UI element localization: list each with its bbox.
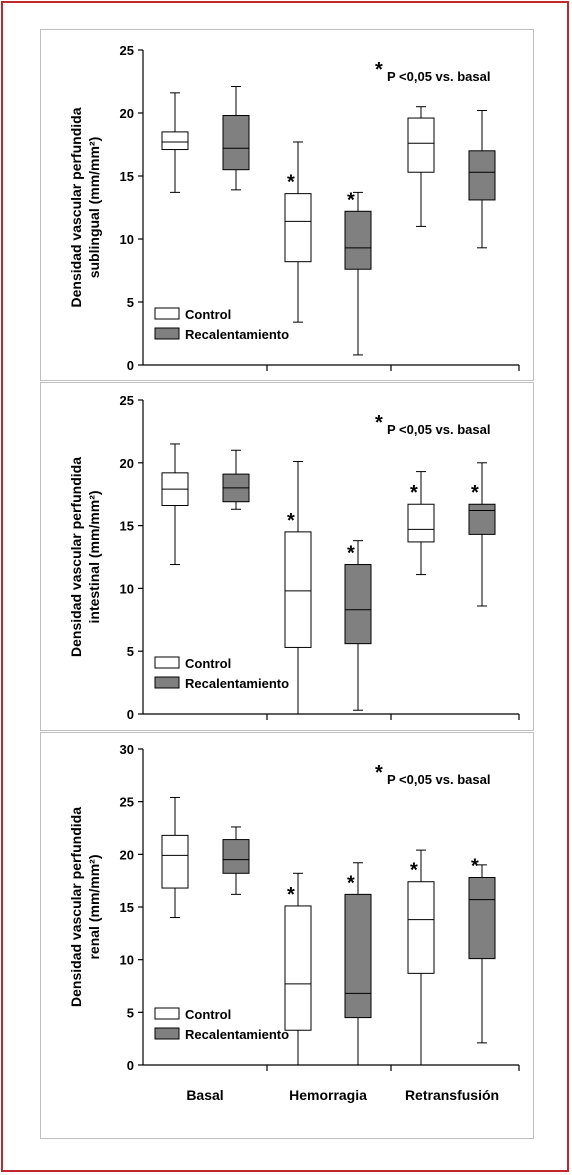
box-recalentamiento bbox=[222, 115, 250, 171]
legend-label: Control bbox=[185, 1007, 231, 1022]
x-category-label: Basal bbox=[186, 1087, 223, 1103]
y-tick-label: 20 bbox=[120, 847, 134, 862]
box-recalentamiento bbox=[468, 503, 496, 535]
legend-label: Recalentamiento bbox=[185, 676, 289, 691]
legend-swatch bbox=[154, 676, 180, 689]
chart-sublingual: 0 5 10 15 20 25 Densidad vascular perfundida su… bbox=[68, 43, 520, 373]
box-recalentamiento bbox=[468, 877, 496, 960]
y-tick-label: 10 bbox=[120, 232, 134, 247]
y-tick-label: 10 bbox=[120, 953, 134, 968]
y-axis-label: Densidad vascular perfundida bbox=[68, 807, 84, 1007]
box-recalentamiento bbox=[344, 210, 372, 270]
significance-star: * bbox=[410, 860, 418, 882]
box-recalentamiento bbox=[222, 839, 250, 874]
significance-star: * bbox=[347, 189, 355, 211]
legend-swatch bbox=[154, 327, 180, 340]
y-tick-label: 20 bbox=[120, 106, 134, 121]
box-recalentamiento bbox=[468, 150, 496, 201]
y-tick-label: 10 bbox=[120, 581, 134, 596]
x-category-label: Hemorragia bbox=[289, 1087, 367, 1103]
panel-renal: 0 5 10 15 20 25 30 Densidad vascular perfundida… bbox=[40, 732, 534, 1139]
y-tick-label: 15 bbox=[120, 900, 134, 915]
y-tick-label: 25 bbox=[120, 393, 134, 408]
annotation-text: P <0,05 vs. basal bbox=[387, 422, 490, 437]
legend-swatch bbox=[154, 1027, 180, 1040]
y-tick-label: 0 bbox=[127, 358, 134, 373]
significance-star: * bbox=[410, 482, 418, 504]
chart-intestinal: 0 5 10 15 20 25 Densidad vascular perfundida in… bbox=[68, 393, 520, 722]
significance-star: * bbox=[347, 872, 355, 894]
y-tick-label: 5 bbox=[127, 1005, 134, 1020]
x-category-label: Retransfusión bbox=[405, 1087, 499, 1103]
y-tick-label: 20 bbox=[120, 456, 134, 471]
y-axis-label: renal (mm/mm²) bbox=[86, 854, 102, 959]
legend-label: Recalentamiento bbox=[185, 327, 289, 342]
y-tick-label: 30 bbox=[120, 742, 134, 757]
y-tick-label: 15 bbox=[120, 519, 134, 534]
y-tick-label: 0 bbox=[127, 707, 134, 722]
y-tick-label: 15 bbox=[120, 169, 134, 184]
significance-star: * bbox=[471, 856, 479, 878]
y-tick-label: 25 bbox=[120, 43, 134, 58]
box-control bbox=[161, 131, 189, 151]
annotation-text: P <0,05 vs. basal bbox=[387, 69, 490, 84]
annotation-star: * bbox=[375, 412, 383, 434]
box-control bbox=[284, 531, 312, 648]
legend-label: Control bbox=[185, 656, 231, 671]
y-tick-label: 0 bbox=[127, 1058, 134, 1073]
legend-swatch bbox=[154, 1007, 180, 1020]
annotation-star: * bbox=[375, 762, 383, 784]
box-recalentamiento bbox=[344, 893, 372, 1019]
box-control bbox=[284, 193, 312, 263]
y-axis-label: Densidad vascular perfundida bbox=[68, 107, 84, 307]
chart-renal: 0 5 10 15 20 25 30 Densidad vascular perfundida… bbox=[68, 742, 520, 1103]
box-control bbox=[407, 503, 435, 543]
y-tick-label: 5 bbox=[127, 644, 134, 659]
box-control bbox=[407, 117, 435, 173]
legend-swatch bbox=[154, 656, 180, 669]
legend-label: Control bbox=[185, 307, 231, 322]
y-axis-label: Densidad vascular perfundida bbox=[68, 457, 84, 657]
significance-star: * bbox=[287, 510, 295, 532]
annotation-text: P <0,05 vs. basal bbox=[387, 772, 490, 787]
significance-star: * bbox=[347, 543, 355, 565]
panel-intestinal: 0 5 10 15 20 25 Densidad vascular perfundida in… bbox=[40, 382, 534, 731]
legend-swatch bbox=[154, 307, 180, 320]
box-control bbox=[161, 834, 189, 889]
y-tick-label: 25 bbox=[120, 795, 134, 810]
significance-star: * bbox=[471, 482, 479, 504]
y-tick-label: 5 bbox=[127, 295, 134, 310]
box-control bbox=[284, 905, 312, 1031]
annotation-star: * bbox=[375, 59, 383, 81]
significance-star: * bbox=[287, 884, 295, 906]
legend-label: Recalentamiento bbox=[185, 1027, 289, 1042]
box-control bbox=[407, 881, 435, 974]
y-axis-label: sublingual (mm/mm²) bbox=[86, 137, 102, 279]
y-axis-label: intestinal (mm/mm²) bbox=[86, 490, 102, 623]
significance-star: * bbox=[287, 172, 295, 194]
panel-sublingual: 0 5 10 15 20 25 Densidad vascular perfundida su… bbox=[40, 29, 534, 381]
box-recalentamiento bbox=[344, 564, 372, 645]
